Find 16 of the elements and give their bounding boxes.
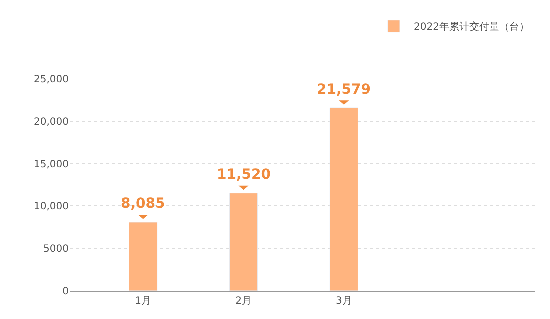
data-label: 21,579 bbox=[317, 82, 372, 98]
bar bbox=[229, 193, 258, 291]
x-tick-label: 3月 bbox=[336, 296, 352, 307]
y-tick-label: 5000 bbox=[44, 244, 69, 256]
x-tick-label: 1月 bbox=[135, 296, 152, 307]
x-tick-label: 2月 bbox=[236, 296, 252, 307]
y-tick-label: 10,000 bbox=[34, 202, 69, 213]
bar bbox=[330, 108, 358, 291]
legend-label: 2022年累计交付量（台） bbox=[414, 21, 530, 34]
y-tick-label: 0 bbox=[62, 286, 69, 298]
data-label: 8,085 bbox=[121, 196, 166, 212]
data-label: 11,520 bbox=[217, 167, 272, 183]
y-tick-label: 25,000 bbox=[34, 74, 69, 86]
bar bbox=[129, 222, 158, 291]
y-tick-label: 20,000 bbox=[34, 116, 69, 128]
y-tick-label: 15,000 bbox=[34, 159, 69, 170]
